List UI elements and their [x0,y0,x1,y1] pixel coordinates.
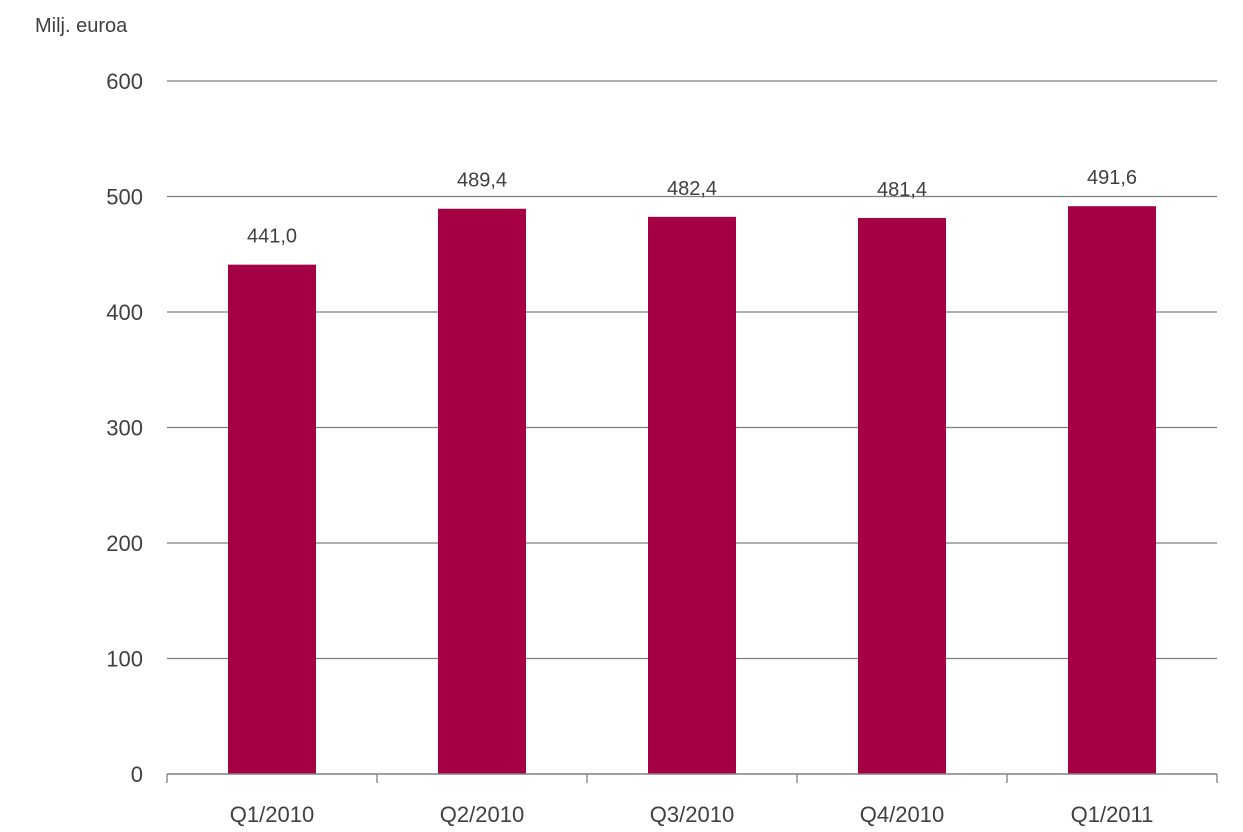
y-axis-unit-label: Milj. euroa [35,15,128,37]
y-tick-label-400: 400 [106,300,143,325]
y-axis-tick-labels: 0 100 200 300 400 500 600 [106,69,143,787]
data-label-Q1/2011: 491,6 [1087,167,1137,189]
bar-Q1/2011 [1068,206,1156,774]
y-tick-label-0: 0 [131,762,143,787]
bars [228,206,1156,775]
data-label-Q2/2010: 489,4 [457,170,507,192]
y-tick-label-600: 600 [106,69,143,94]
x-tick-label-Q1/2011: Q1/2011 [1071,802,1154,827]
y-tick-label-300: 300 [106,416,143,441]
y-tick-label-100: 100 [106,647,143,672]
y-tick-label-200: 200 [106,531,143,556]
data-label-Q1/2010: 441,0 [247,226,297,248]
x-tick-label-Q4/2010: Q4/2010 [860,802,944,827]
y-tick-label-500: 500 [106,185,143,210]
x-axis-tick-labels: Q1/2010 Q2/2010 Q3/2010 Q4/2010 Q1/2011 [230,802,1154,827]
x-tick-label-Q3/2010: Q3/2010 [650,802,734,827]
x-tick-label-Q1/2010: Q1/2010 [230,802,314,827]
data-label-Q4/2010: 481,4 [877,179,927,201]
x-axis [166,773,1218,783]
x-tick-label-Q2/2010: Q2/2010 [440,802,524,827]
bar-Q2/2010 [438,208,526,775]
bar-Q3/2010 [648,216,736,774]
data-label-Q3/2010: 482,4 [667,178,717,200]
bar-Q4/2010 [858,217,946,774]
bar-Q1/2010 [228,264,316,774]
data-labels: 441,0 489,4 482,4 481,4 491,6 [247,167,1137,247]
